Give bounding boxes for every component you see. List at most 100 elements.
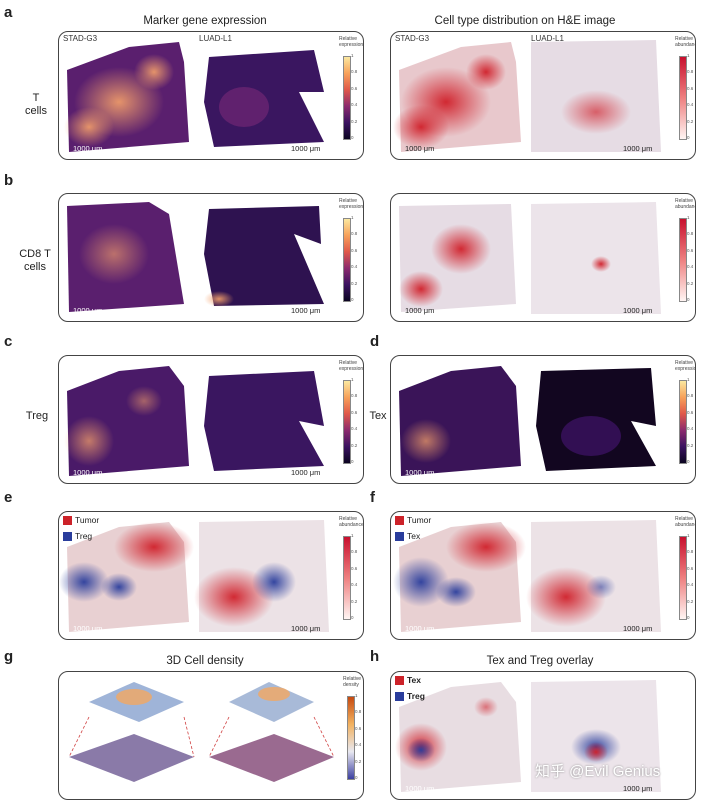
colorbar-tick: 0.8 [351,393,358,399]
colorbar-title: Relative abundance [675,516,695,528]
legend-swatch-treg [63,532,72,541]
tissue-expression-map [64,42,324,152]
colorbar-tick: 0.2 [687,598,694,604]
colorbar-tick: 0.2 [351,442,358,448]
colorbar-title: Relative abundance [675,36,695,48]
row-label-treg: Treg [25,410,49,422]
colorbar-tick: 0.6 [351,409,358,415]
tissue-expression-map [399,366,656,476]
sample-luad-l1: LUAD-L1 [531,34,564,43]
panel-f-overlay-box: Tumor Tex 1000 μm 1000 μm Relative abund… [390,511,696,640]
panel-label-a: a [4,4,13,21]
colorbar-tick: 0 [687,459,690,464]
scale-label: 1000 μm [623,306,653,315]
panel-e-overlay-box: Tumor Treg 1000 μm 1000 μm Relative abun… [58,511,364,640]
colorbar-title: Relative abundance [339,516,364,528]
scale-label: 1000 μm [73,144,103,153]
panel-label-h: h [370,648,380,665]
colorbar-tick: 0.8 [687,549,694,555]
colorbar-title: Relative density [343,676,362,688]
legend-swatch-tumor [395,516,404,525]
panel-c-expression-box: 1000 μm 1000 μm Relative expression 1 0.8… [58,355,364,484]
colorbar-tick: 0.8 [687,231,694,237]
panel-a-celltype-box: STAD-G3 LUAD-L1 1000 μm 1000 μm Relative… [390,31,696,160]
panel-d-expression-box: 1000 μm 1000 μm Relative expression 1 0.8… [390,355,696,484]
panel-g-3d-box: Relative density 1 0.8 0.6 0.4 0.2 0 [58,671,364,800]
colorbar-tick: 0.8 [351,231,358,237]
colorbar-tick: 0 [687,135,690,140]
panel-label-e: e [4,489,13,506]
scale-label: 1000 μm [623,144,653,153]
legend-label: Treg [75,531,93,541]
colorbar-tick: 1 [687,533,690,538]
tissue-expression-map [64,366,324,476]
panel-label-c: c [4,333,13,350]
colorbar-tick: 0.6 [351,565,358,571]
tissue-expression-map [67,202,324,312]
colorbar-tick: 0 [687,297,690,302]
colorbar-tick: 0.4 [687,102,694,108]
sample-luad-l1: LUAD-L1 [199,34,232,43]
colorbar-tick: 0.6 [687,85,694,91]
colorbar-tick: 0.4 [687,264,694,270]
colorbar-density [347,696,355,780]
colorbar-tick: 0.6 [355,725,362,731]
legend-swatch-treg [395,692,404,701]
colorbar-tick: 1 [355,693,358,698]
colorbar-tick: 0.8 [351,549,358,555]
colorbar-tick: 0 [351,459,354,464]
colorbar-tick: 0.2 [355,758,362,764]
row-label-cd8: CD8 T cells [19,248,51,273]
colorbar-tick: 1 [687,53,690,58]
colorbar-tick: 0.8 [355,709,362,715]
legend-label: Treg [407,691,425,701]
colorbar-tick: 0.8 [687,393,694,399]
tissue-3d-density [68,682,335,782]
legend-label: Tex [407,675,422,685]
scale-label: 1000 μm [623,624,653,633]
scale-label: 1000 μm [405,144,435,153]
panel-b-expression-box: 1000 μm 1000 μm Relative expression 1 0.8… [58,193,364,322]
colorbar-title: Relative abundance [675,198,695,210]
colorbar-tick: 1 [687,377,690,382]
colorbar-tick: 0.2 [351,598,358,604]
scale-label: 1000 μm [73,468,103,477]
colorbar-expression [343,380,351,464]
sample-stad-g3: STAD-G3 [63,34,98,43]
colorbar-tick: 0.6 [687,409,694,415]
colorbar-title: Relative expression [675,360,695,372]
tissue-overlay-map [59,520,329,632]
scale-label: 1000 μm [623,784,653,793]
colorbar-tick: 0.6 [351,85,358,91]
colorbar-expression [343,218,351,302]
colorbar-tick: 1 [351,53,354,58]
colorbar-expression [679,380,687,464]
panel-a-expression-box: STAD-G3 LUAD-L1 1000 μm 1000 μm Relative… [58,31,364,160]
title-celltype-distribution: Cell type distribution on H&E image [434,15,616,27]
row-label-tex: Tex [369,410,387,422]
panel-label-f: f [370,489,375,506]
tissue-overlay-map [393,520,661,632]
scale-label: 1000 μm [291,468,321,477]
scale-label: 1000 μm [73,624,103,633]
legend-label: Tex [407,531,421,541]
watermark: 知乎 @Evil Genius [535,763,661,780]
title-tex-treg-overlay: Tex and Treg overlay [486,655,594,667]
tissue-he-map [399,202,661,314]
scale-label: 1000 μm [405,468,435,477]
colorbar-tick: 0.2 [687,118,694,124]
title-3d-cell-density: 3D Cell density [166,655,244,667]
colorbar-tick: 0.2 [687,280,694,286]
scale-label: 1000 μm [405,306,435,315]
colorbar-tick: 0.2 [351,118,358,124]
panel-label-b: b [4,172,14,189]
colorbar-tick: 0.6 [351,247,358,253]
sample-stad-g3: STAD-G3 [395,34,430,43]
colorbar-tick: 0.4 [351,264,358,270]
scale-label: 1000 μm [291,306,321,315]
colorbar-tick: 0 [351,135,354,140]
colorbar-tick: 0 [355,775,358,780]
colorbar-tick: 1 [687,215,690,220]
colorbar-tick: 0.8 [687,69,694,75]
colorbar-tick: 0.2 [687,442,694,448]
